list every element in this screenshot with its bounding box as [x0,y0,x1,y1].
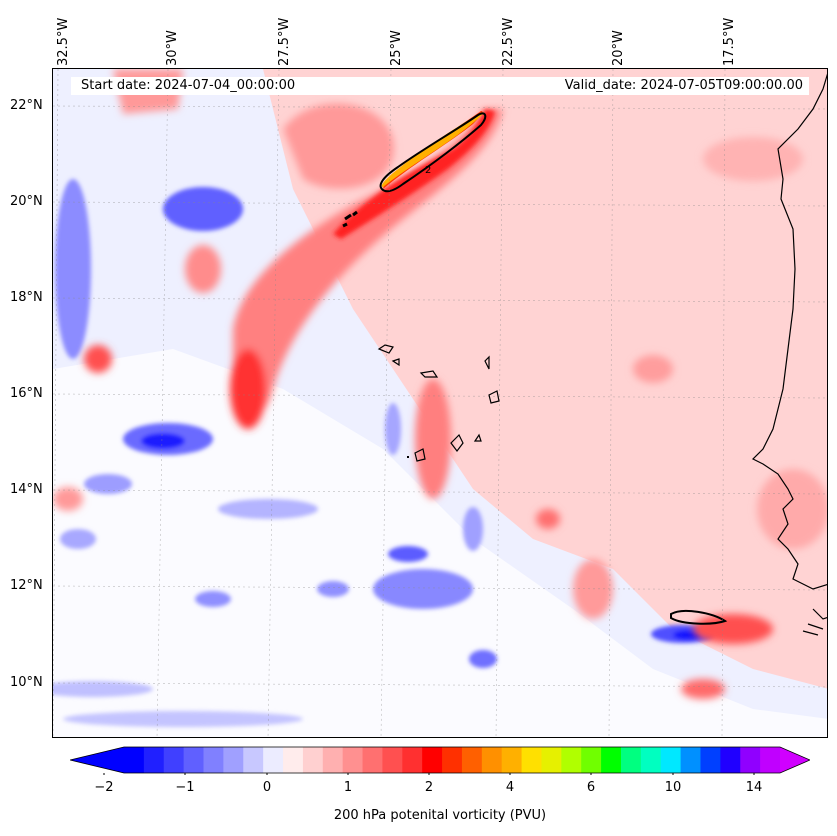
pv-weak-region-white [53,349,827,737]
colorbar-swatch [581,747,602,773]
colorbar-tick-label: 4 [505,780,515,795]
colorbar-swatch [461,747,483,773]
colorbar-tick-label: 0 [262,780,272,795]
colorbar-swatch [362,747,383,773]
colorbar-swatch [760,747,781,773]
lon-tick-label: 25°W [389,30,404,66]
pv-negative-anomalies [53,179,715,727]
colorbar-tick-label: 1 [343,780,353,795]
lat-tick-label: 20°N [10,194,43,209]
colorbar-outline [70,746,810,774]
contour-label: 2 [425,165,431,176]
lon-tick-label: 32.5°W [56,17,71,66]
pv-positive-anomalies [53,69,827,699]
colorbar-swatch [163,747,185,773]
lat-tick-label: 18°N [10,290,43,305]
colorbar-under-arrow [70,747,124,773]
colorbar-swatch [402,747,423,773]
colorbar-swatch [700,747,721,773]
lon-tick-label: 27.5°W [277,17,292,66]
lat-tick-label: 10°N [10,675,43,690]
coastlines [377,73,827,636]
lon-tick-label: 30°W [165,30,180,66]
colorbar-swatch [620,747,642,773]
colorbar-swatch [541,747,562,773]
colorbar-swatch [640,747,662,773]
colorbar-swatch [203,747,224,773]
colorbar-swatch [223,747,244,773]
colorbar-swatch [342,747,364,773]
colorbar-swatch [382,747,403,773]
colorbar-label: 200 hPa potenital vorticity (PVU) [333,808,547,823]
colorbar-swatch [263,747,284,773]
colorbar-swatch [124,747,145,773]
colorbar-tick-label: 2 [424,780,434,795]
lat-tick-label: 14°N [10,482,43,497]
colorbar-tick-label: −1 [175,780,195,795]
colorbar-swatch [501,747,523,773]
colorbar-swatch [422,747,443,773]
lon-tick-label: 17.5°W [722,17,737,66]
colorbar-swatch [561,747,582,773]
colorbar-swatch [601,747,622,773]
colorbar [70,746,810,775]
colorbar-tick-label: 14 [745,780,763,795]
colorbar-over-arrow [780,747,810,773]
graticule [53,69,827,737]
colorbar-swatch [322,747,344,773]
lat-tick-label: 16°N [10,386,43,401]
colorbar-tick-label: 6 [586,780,596,795]
colorbar-swatch [720,747,741,773]
map-panel[interactable]: 2 [52,68,828,738]
colorbar-swatch [680,747,701,773]
colorbar-swatch [481,747,503,773]
lon-tick-label: 22.5°W [501,17,516,66]
colorbar-swatch [283,747,304,773]
lat-tick-label: 12°N [10,578,43,593]
valid-date-label: Valid_date: 2024-07-05T09:00:00.00 [558,77,809,95]
colorbar-tick-label: −2 [94,780,114,795]
start-date-label: Start date: 2024-07-04_00:00:00 [75,77,302,95]
pv-field-map: 2 [53,69,827,737]
pv-2-contours [342,112,728,625]
pv-maximum-streak [333,109,495,239]
lat-tick-label: 22°N [10,98,43,113]
colorbar-swatch [243,747,264,773]
colorbar-swatch [660,747,682,773]
colorbar-swatch [740,747,761,773]
colorbar-swatch [302,747,324,773]
colorbar-swatch [183,747,205,773]
colorbar-tick-label: 10 [664,780,682,795]
lon-tick-label: 20°W [611,30,626,66]
colorbar-swatch [143,747,165,773]
colorbar-swatch [521,747,542,773]
colorbar-swatch [442,747,463,773]
